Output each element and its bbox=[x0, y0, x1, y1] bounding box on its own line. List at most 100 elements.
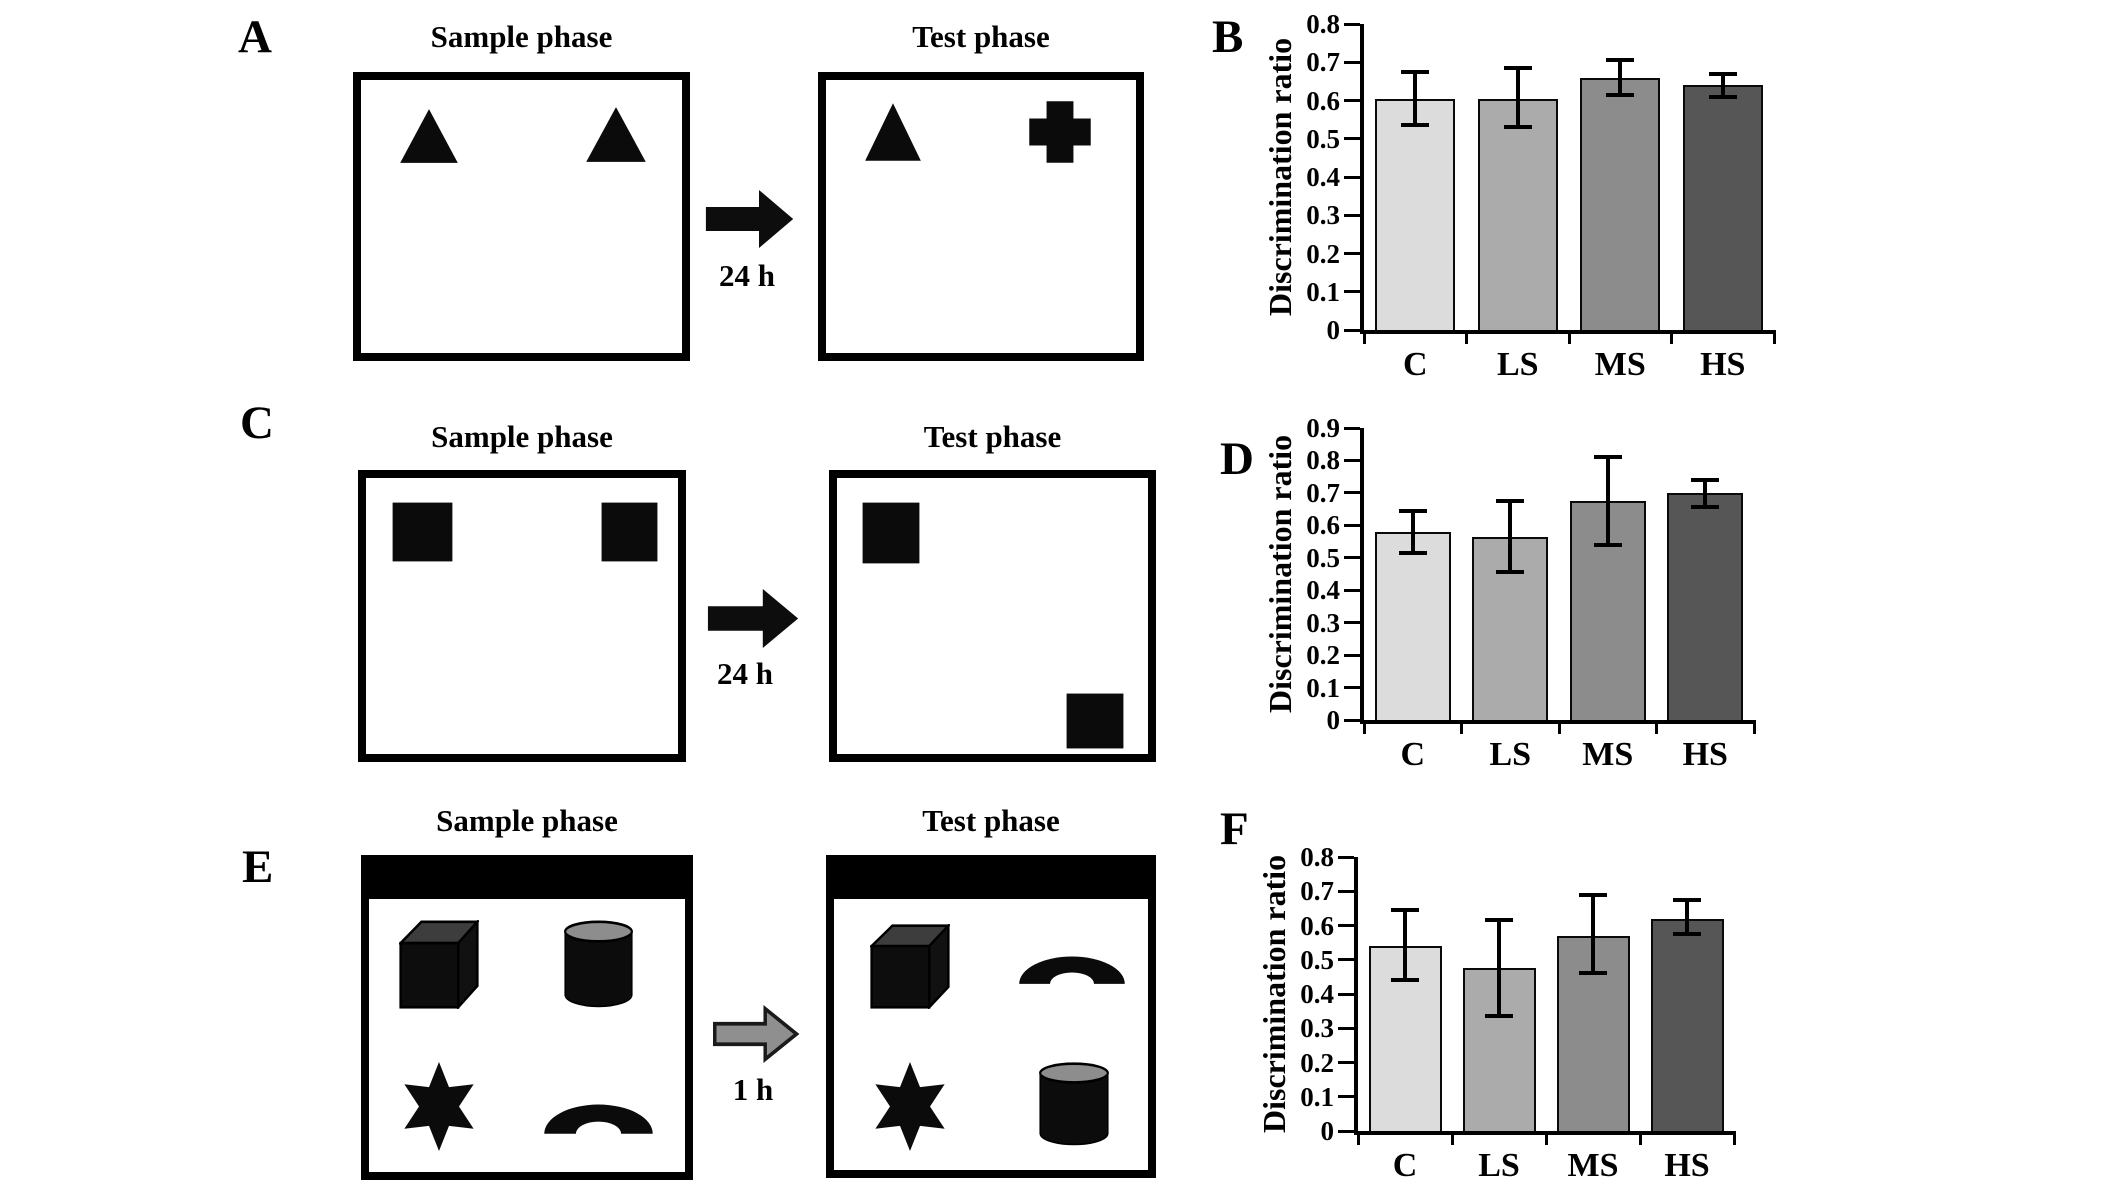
panel-label-a: A bbox=[238, 11, 272, 63]
y-tick-label: 0.3 bbox=[1306, 200, 1340, 231]
y-tick-mark bbox=[1338, 1095, 1354, 1099]
error-bar-line bbox=[1508, 501, 1513, 573]
error-bar-cap bbox=[1485, 1014, 1513, 1019]
y-tick-label: 0.7 bbox=[1306, 47, 1340, 78]
y-tick-label: 0.4 bbox=[1306, 575, 1340, 606]
cross-shape bbox=[1028, 100, 1092, 164]
error-bar-line bbox=[1685, 899, 1689, 935]
x-category-label: C bbox=[1400, 736, 1426, 773]
error-bar-line bbox=[1703, 479, 1708, 508]
triangle-shape bbox=[399, 108, 459, 164]
x-category-label: LS bbox=[1489, 736, 1532, 773]
square-shape bbox=[601, 502, 658, 562]
y-tick-mark bbox=[1338, 855, 1354, 859]
error-bar-line bbox=[1497, 920, 1501, 1017]
y-tick-label: 0.4 bbox=[1306, 162, 1340, 192]
y-tick-label: 0.5 bbox=[1300, 944, 1334, 975]
y-tick-label: 0.1 bbox=[1306, 672, 1340, 703]
y-tick-mark bbox=[1344, 137, 1360, 141]
y-tick-mark bbox=[1344, 686, 1360, 690]
bar-chart-b: 0 0.1 0.2 0.3 0.4 0.5 0.6 0.7 0.8 Discrimination … bbox=[1262, 9, 1776, 383]
x-category-label: MS bbox=[1567, 1147, 1619, 1184]
error-bar-line bbox=[1591, 894, 1595, 974]
y-tick-mark bbox=[1344, 175, 1360, 179]
error-bar-cap bbox=[1391, 978, 1419, 983]
panel-label-c: C bbox=[240, 397, 274, 449]
error-bar-cap bbox=[1398, 508, 1427, 513]
y-tick-label: 0.1 bbox=[1306, 276, 1340, 307]
error-bar-cap bbox=[1708, 94, 1737, 99]
panel-label-f: F bbox=[1220, 803, 1249, 855]
x-category-label: HS bbox=[1664, 1147, 1710, 1184]
x-category-label: C bbox=[1402, 346, 1428, 383]
y-tick-label: 0.8 bbox=[1306, 445, 1340, 476]
y-tick-mark bbox=[1344, 22, 1360, 26]
y-tick-mark bbox=[1344, 523, 1360, 527]
cylinder-shape bbox=[1038, 1062, 1110, 1147]
y-tick-label: 0.8 bbox=[1300, 842, 1334, 872]
arch-shape bbox=[542, 1074, 655, 1135]
x-tick-mark bbox=[1567, 330, 1571, 344]
y-tick-mark bbox=[1344, 328, 1360, 332]
error-bar-cap bbox=[1496, 570, 1525, 575]
x-tick-mark bbox=[1655, 720, 1658, 734]
y-tick-label: 0.7 bbox=[1300, 876, 1334, 907]
sample-phase-title-c: Sample phase bbox=[431, 419, 613, 454]
y-tick-label: 0.3 bbox=[1306, 607, 1340, 638]
error-bar-cap bbox=[1485, 918, 1513, 923]
y-tick-label: 0.9 bbox=[1306, 413, 1340, 443]
x-tick-mark bbox=[1732, 1131, 1736, 1145]
x-category-label: LS bbox=[1478, 1147, 1520, 1184]
x-tick-mark bbox=[1772, 330, 1776, 344]
error-bar-cap bbox=[1401, 123, 1430, 128]
test-phase-title-a: Test phase bbox=[912, 19, 1050, 54]
error-bar-line bbox=[1618, 60, 1623, 95]
triangle-shape bbox=[864, 102, 922, 162]
y-tick-mark bbox=[1344, 556, 1360, 560]
square-shape bbox=[1066, 693, 1124, 749]
x-category-label: MS bbox=[1582, 736, 1634, 773]
y-tick-mark bbox=[1344, 588, 1360, 592]
y-tick-mark bbox=[1338, 1129, 1354, 1133]
error-bar-cap bbox=[1401, 69, 1430, 74]
x-tick-mark bbox=[1362, 720, 1366, 734]
error-bar-line bbox=[1605, 457, 1610, 545]
y-tick-label: 0.4 bbox=[1300, 979, 1334, 1009]
y-tick-mark bbox=[1344, 458, 1360, 462]
delay-label-c: 24 h bbox=[717, 656, 773, 691]
panel-label-b: B bbox=[1212, 11, 1244, 63]
error-bar-cap bbox=[1579, 892, 1607, 897]
triangle-shape bbox=[585, 106, 647, 163]
y-tick-label: 0.6 bbox=[1306, 510, 1340, 541]
error-bar-line bbox=[1413, 71, 1418, 126]
sample-arena-a bbox=[353, 72, 690, 361]
error-bar-cap bbox=[1579, 971, 1607, 976]
error-bar-cap bbox=[1593, 455, 1622, 460]
delay-label-a: 24 h bbox=[719, 258, 775, 293]
bar bbox=[1374, 531, 1451, 720]
bar bbox=[1650, 918, 1724, 1131]
y-tick-mark bbox=[1344, 718, 1360, 722]
y-tick-mark bbox=[1338, 1026, 1354, 1030]
cube-shape bbox=[397, 918, 481, 1011]
bar bbox=[1375, 98, 1456, 330]
y-tick-mark bbox=[1344, 426, 1360, 430]
y-tick-mark bbox=[1344, 653, 1360, 657]
x-tick-mark bbox=[1356, 1131, 1360, 1145]
cylinder-shape bbox=[563, 920, 634, 1009]
error-bar-line bbox=[1410, 510, 1415, 553]
y-tick-label: 0 bbox=[1326, 315, 1341, 345]
right-arrow-icon bbox=[713, 1005, 800, 1063]
x-category-label: C bbox=[1392, 1147, 1418, 1184]
bar bbox=[1580, 77, 1661, 330]
y-tick-label: 0.2 bbox=[1300, 1047, 1334, 1078]
y-tick-mark bbox=[1344, 491, 1360, 495]
y-tick-mark bbox=[1344, 99, 1360, 102]
x-tick-mark bbox=[1752, 720, 1756, 734]
y-tick-label: 0.5 bbox=[1306, 123, 1340, 154]
test-arena-e bbox=[826, 855, 1156, 1178]
bar bbox=[1667, 492, 1744, 720]
y-axis-label: Discrimination ratio bbox=[1262, 434, 1298, 714]
y-tick-label: 0.6 bbox=[1306, 85, 1340, 116]
y-tick-label: 0.8 bbox=[1306, 9, 1340, 39]
